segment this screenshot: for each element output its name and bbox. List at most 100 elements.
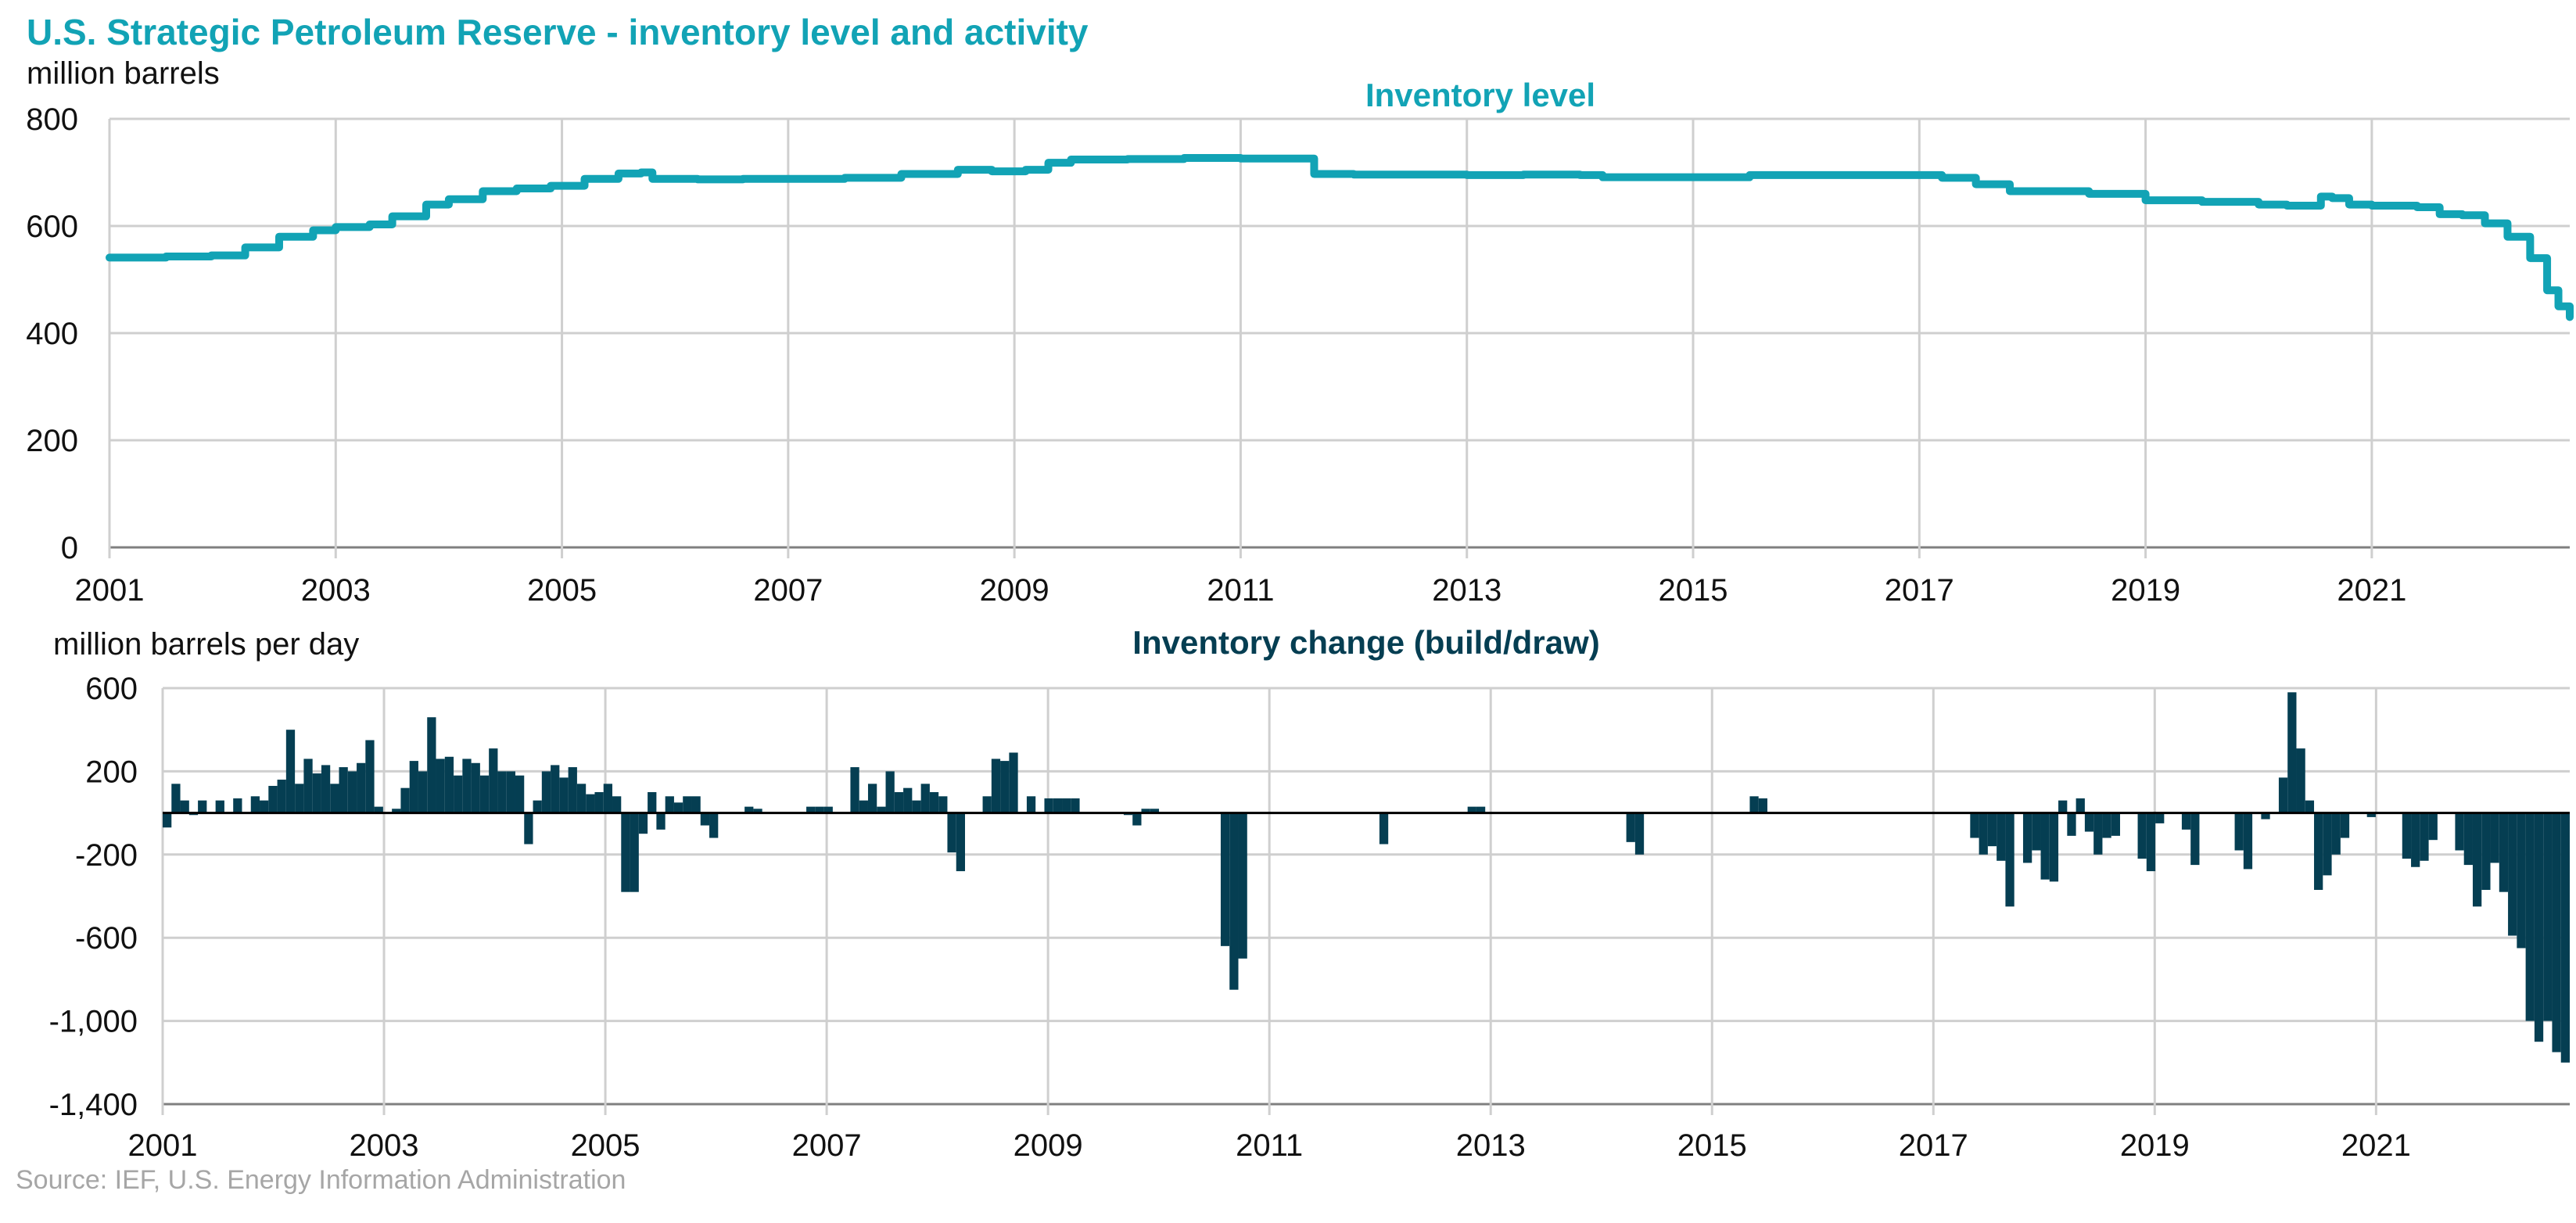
inventory-change-bar <box>1997 812 2006 861</box>
inventory-change-bar <box>2420 812 2429 861</box>
inventory-change-bar <box>2366 812 2376 817</box>
inventory-level-panel: 0 200 400 600 800 2001 2003 2005 2007 2009 2011 201… <box>26 77 2574 608</box>
inventory-change-bar <box>330 784 339 813</box>
inventory-change-bar <box>1229 812 1239 990</box>
inventory-change-bar <box>2287 692 2297 813</box>
inventory-change-bar <box>2525 812 2535 1021</box>
inventory-change-x-tick-label: 2009 <box>1014 1128 1083 1163</box>
inventory-change-y-tick-label: -600 <box>75 921 138 956</box>
inventory-change-bar <box>171 784 181 813</box>
inventory-change-y-tick-label: 600 <box>85 672 138 706</box>
inventory-change-bar <box>1379 812 1389 845</box>
inventory-change-bar <box>576 784 587 813</box>
inventory-change-bar <box>374 806 383 813</box>
inventory-change-bar <box>357 762 366 813</box>
inventory-change-bar <box>303 759 313 813</box>
inventory-change-bar <box>2022 812 2032 863</box>
inventory-change-bar <box>479 775 490 813</box>
inventory-change-bar <box>1626 812 1635 842</box>
inventory-level-y-tick-label: 200 <box>26 424 78 458</box>
inventory-change-bar <box>436 759 445 813</box>
inventory-change-bar <box>648 792 657 813</box>
inventory-change-bar <box>2331 812 2341 855</box>
inventory-change-bar <box>2058 800 2068 813</box>
inventory-change-bar <box>2032 812 2041 851</box>
inventory-change-bar <box>1132 812 1142 826</box>
inventory-level-x-tick-label: 2017 <box>1885 573 1954 608</box>
inventory-change-bar <box>806 806 816 813</box>
inventory-change-bar <box>691 796 701 813</box>
inventory-change-bar <box>2534 812 2544 1042</box>
inventory-level-x-tick-label: 2019 <box>2111 573 2180 608</box>
inventory-change-bar <box>1062 798 1071 813</box>
inventory-change-bar <box>982 796 992 813</box>
inventory-change-bar <box>2067 812 2076 836</box>
inventory-change-x-tick-label: 2015 <box>1677 1128 1747 1163</box>
inventory-change-x-tick-label: 2021 <box>2341 1128 2411 1163</box>
inventory-change-bar <box>859 800 868 813</box>
inventory-level-grid <box>108 117 2570 558</box>
inventory-change-bar <box>2076 798 2085 813</box>
inventory-level-x-tick-label: 2007 <box>753 573 823 608</box>
inventory-level-x-tick-label: 2015 <box>1659 573 1728 608</box>
inventory-change-bar <box>1467 806 1476 813</box>
inventory-change-title: Inventory change (build/draw) <box>1132 624 1599 661</box>
inventory-change-bar <box>339 767 348 813</box>
inventory-change-bar <box>630 812 639 892</box>
inventory-change-bar <box>1071 798 1080 813</box>
source-note: Source: IEF, U.S. Energy Information Adm… <box>16 1165 626 1195</box>
inventory-change-bar <box>2146 812 2156 872</box>
inventory-change-bar <box>541 771 551 813</box>
inventory-change-bar <box>1044 798 1053 813</box>
inventory-change-bar <box>1150 809 1160 813</box>
inventory-change-bar <box>1220 812 1230 946</box>
inventory-change-bar <box>277 780 286 813</box>
inventory-change-bar <box>462 759 472 813</box>
inventory-change-bar <box>920 784 930 813</box>
inventory-change-bar <box>929 792 939 813</box>
inventory-change-x-tick-label: 2001 <box>128 1128 198 1163</box>
inventory-level-x-tick-label: 2001 <box>75 573 145 608</box>
inventory-level-series <box>106 154 2574 321</box>
inventory-change-bar <box>2261 812 2270 820</box>
inventory-change-x-tick-label: 2017 <box>1899 1128 1968 1163</box>
inventory-level-x-tick-label: 2021 <box>2337 573 2406 608</box>
chart-title: U.S. Strategic Petroleum Reserve - inven… <box>27 12 1089 52</box>
inventory-change-bar <box>2560 812 2570 1063</box>
inventory-change-bar <box>524 812 533 845</box>
inventory-change-bar <box>700 812 710 826</box>
inventory-change-bar <box>2243 812 2253 870</box>
inventory-change-bar <box>867 784 877 813</box>
inventory-level-ticks: 0 200 400 600 800 2001 2003 2005 2007 2009 2011 201… <box>26 102 2406 608</box>
inventory-change-bar <box>2552 812 2561 1053</box>
inventory-change-bar <box>2093 812 2103 855</box>
inventory-level-x-tick-label: 2005 <box>527 573 597 608</box>
inventory-level-y-tick-label: 0 <box>61 531 78 565</box>
inventory-change-bar <box>1979 812 1988 855</box>
inventory-change-bar <box>233 798 242 813</box>
inventory-change-bar <box>365 740 375 813</box>
inventory-change-bar <box>753 809 762 813</box>
inventory-change-bar <box>551 765 560 813</box>
inventory-level-y-tick-label: 400 <box>26 317 78 351</box>
inventory-change-bar <box>2490 812 2499 863</box>
inventory-change-bar <box>665 796 674 813</box>
inventory-level-x-tick-label: 2003 <box>301 573 371 608</box>
inventory-change-bar <box>2102 812 2111 838</box>
inventory-change-bar <box>1026 796 1036 813</box>
inventory-change-bar <box>656 812 666 830</box>
inventory-change-bar <box>515 775 525 813</box>
inventory-change-bar <box>938 796 948 813</box>
inventory-change-bar <box>559 777 569 813</box>
inventory-change-bar <box>2181 812 2191 830</box>
inventory-change-bar <box>894 792 904 813</box>
inventory-level-x-tick-label: 2011 <box>1207 573 1274 608</box>
inventory-change-bar <box>2340 812 2350 838</box>
inventory-change-y-tick-label: -1,000 <box>49 1005 138 1039</box>
inventory-change-bar <box>2084 812 2094 832</box>
inventory-change-bar <box>744 806 754 813</box>
inventory-change-bar <box>885 771 895 813</box>
inventory-change-bar <box>586 794 595 813</box>
inventory-change-bar <box>2278 777 2288 813</box>
